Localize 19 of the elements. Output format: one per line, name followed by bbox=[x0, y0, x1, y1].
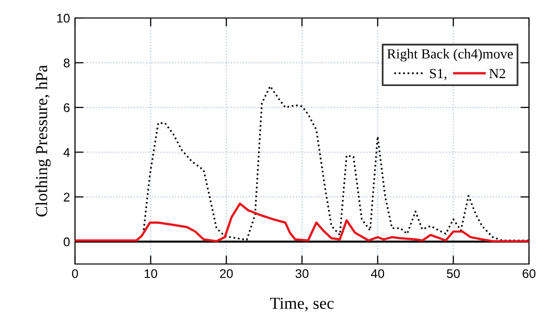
x-tick-label: 10 bbox=[144, 269, 158, 278]
x-tick-label: 0 bbox=[72, 269, 78, 278]
x-tick-label: 20 bbox=[220, 269, 233, 278]
x-tick-label: 40 bbox=[371, 269, 384, 278]
legend-label: S1, bbox=[430, 68, 446, 80]
line-series bbox=[75, 202, 529, 242]
y-tick-label: 0 bbox=[64, 237, 70, 246]
legend-label: N2 bbox=[489, 68, 506, 78]
x-tick-label: 60 bbox=[522, 269, 536, 278]
y-tick-label: 6 bbox=[64, 103, 70, 112]
legend-title: Right Back (ch4)move bbox=[387, 48, 513, 62]
x-axis-title: Time, sec bbox=[270, 298, 334, 312]
y-tick-label: 4 bbox=[63, 148, 70, 157]
y-tick-label: 2 bbox=[64, 192, 70, 202]
x-tick-label: 30 bbox=[296, 269, 308, 278]
y-tick-label: 8 bbox=[64, 58, 70, 68]
x-tick-label: 50 bbox=[446, 269, 460, 278]
y-axis-title: Clothing Pressure, hPa bbox=[36, 65, 51, 216]
y-tick-label: 10 bbox=[57, 14, 70, 23]
